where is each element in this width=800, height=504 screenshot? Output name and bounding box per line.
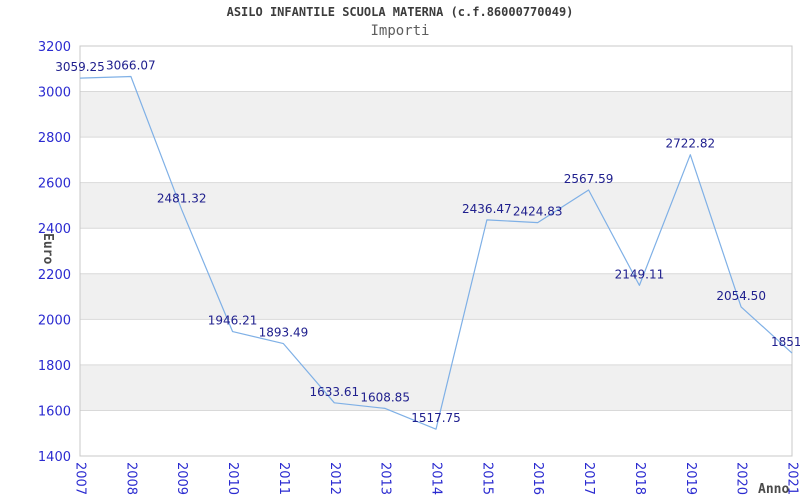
y-tick-label: 3000	[38, 86, 71, 101]
y-tick-label: 3200	[38, 40, 71, 55]
chart-title: ASILO INFANTILE SCUOLA MATERNA (c.f.8600…	[226, 5, 574, 19]
data-label: 1608.85	[360, 390, 410, 404]
y-axis-title: Euro	[40, 233, 55, 265]
chart-subtitle: Importi	[370, 23, 430, 39]
x-tick-label: 2021	[785, 462, 800, 495]
x-tick-label: 2018	[632, 462, 647, 495]
x-tick-label: 2008	[123, 462, 138, 495]
data-label: 2436.47	[462, 202, 512, 216]
data-label: 2424.83	[513, 205, 563, 219]
data-label: 3059.25	[55, 60, 105, 74]
grid-band	[80, 273, 792, 320]
x-axis-title: Anno	[758, 482, 790, 497]
data-label: 1851.6	[771, 335, 800, 349]
y-tick-label: 1800	[38, 359, 71, 374]
x-tick-label: 2017	[581, 462, 596, 495]
y-tick-label: 2200	[38, 268, 71, 283]
data-label: 2054.50	[716, 289, 766, 303]
grid-band	[80, 364, 792, 411]
plot-border	[79, 45, 793, 457]
data-label: 3066.07	[106, 59, 156, 73]
x-tick-label: 2010	[225, 462, 240, 495]
series-line	[79, 75, 793, 430]
data-label: 2722.82	[665, 137, 715, 151]
data-label: 1893.49	[259, 326, 309, 340]
y-tick-label: 2600	[38, 177, 71, 192]
x-tick-label: 2013	[378, 462, 393, 495]
x-tick-label: 2007	[73, 462, 88, 495]
x-tick-label: 2019	[683, 462, 698, 495]
data-label: 2149.11	[615, 267, 665, 281]
grid-band	[80, 182, 792, 229]
grid-band	[80, 91, 792, 138]
x-tick-label: 2009	[174, 462, 189, 495]
data-label: 1633.61	[309, 385, 359, 399]
data-label: 1517.75	[411, 411, 461, 425]
y-tick-label: 2400	[38, 222, 71, 237]
y-tick-label: 1600	[38, 404, 71, 419]
x-tick-label: 2011	[276, 462, 291, 495]
data-label: 2567.59	[564, 172, 614, 186]
x-tick-label: 2015	[479, 462, 494, 495]
x-tick-label: 2012	[327, 462, 342, 495]
y-tick-label: 1400	[38, 450, 71, 465]
x-tick-label: 2020	[734, 462, 749, 495]
data-label: 1946.21	[208, 314, 258, 328]
y-tick-label: 2800	[38, 131, 71, 146]
x-tick-label: 2014	[429, 462, 444, 495]
data-label: 2481.32	[157, 192, 207, 206]
x-tick-label: 2016	[530, 462, 545, 495]
y-tick-label: 2000	[38, 313, 71, 328]
